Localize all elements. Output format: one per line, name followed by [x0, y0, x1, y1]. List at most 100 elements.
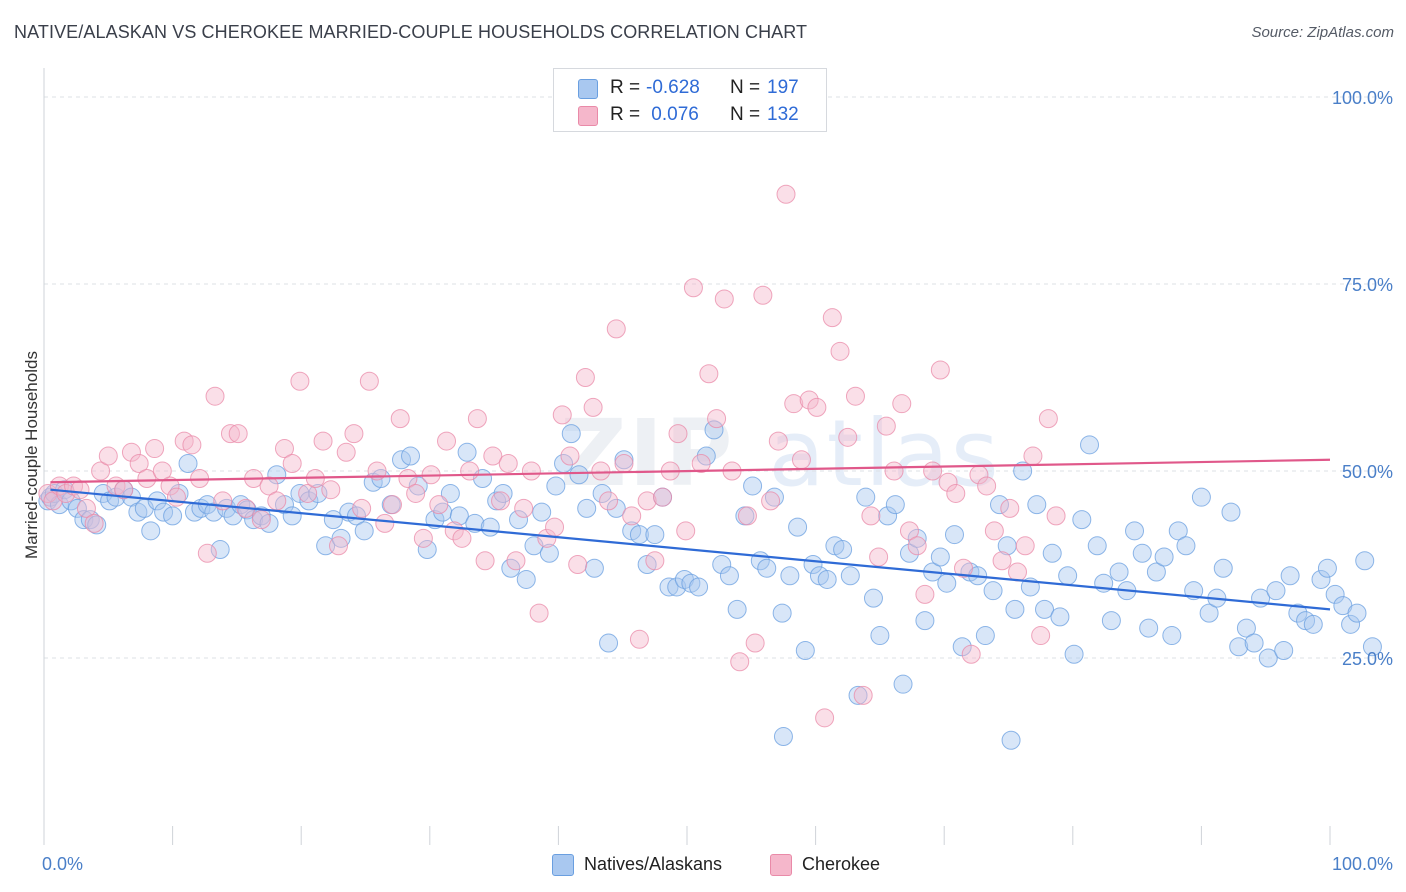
- point-natives: [74, 510, 94, 530]
- point-cherokee: [768, 431, 788, 451]
- point-natives: [989, 495, 1009, 515]
- point-natives: [1303, 614, 1323, 634]
- point-natives: [1072, 510, 1092, 530]
- point-natives: [546, 476, 566, 496]
- point-natives: [907, 528, 927, 548]
- point-cherokee: [1038, 409, 1058, 429]
- point-cherokee: [845, 386, 865, 406]
- x-tick-label-min: 0.0%: [42, 854, 83, 874]
- point-natives: [848, 685, 868, 705]
- point-natives: [1213, 558, 1233, 578]
- point-natives: [885, 495, 905, 515]
- point-cherokee: [313, 431, 333, 451]
- point-natives: [417, 540, 437, 560]
- point-natives: [425, 510, 445, 530]
- point-cherokee: [274, 439, 294, 459]
- bottom-legend-swatch-natives: [552, 854, 574, 876]
- tick-labels: 25.0% 50.0% 75.0% 100.0% 0.0% 100.0% Married-c…: [22, 88, 1393, 874]
- point-cherokee: [70, 480, 90, 500]
- point-natives: [1005, 599, 1025, 619]
- point-natives: [584, 558, 604, 578]
- point-natives: [449, 506, 469, 526]
- point-cherokee: [575, 368, 595, 387]
- bottom-legend-swatch-cherokee: [770, 854, 792, 876]
- point-natives: [840, 566, 860, 586]
- point-natives: [780, 566, 800, 586]
- point-cherokee: [614, 454, 634, 474]
- point-natives: [163, 506, 183, 526]
- point-cherokee: [220, 424, 240, 444]
- point-natives: [1042, 543, 1062, 563]
- point-cherokee: [390, 409, 410, 429]
- point-natives: [1229, 637, 1249, 657]
- point-cherokee: [375, 513, 395, 533]
- point-cherokee: [853, 685, 873, 705]
- point-cherokee: [923, 461, 943, 481]
- point-cherokee: [653, 487, 673, 507]
- point-cherokee: [822, 308, 842, 328]
- point-cherokee: [452, 528, 472, 548]
- point-natives: [899, 543, 919, 563]
- point-cherokee: [977, 476, 997, 496]
- point-natives: [795, 641, 815, 661]
- point-natives: [1266, 581, 1286, 601]
- point-natives: [440, 483, 460, 503]
- point-natives: [1341, 614, 1361, 634]
- point-cherokee: [182, 435, 202, 455]
- point-cherokee: [1023, 446, 1043, 466]
- point-natives: [1317, 558, 1337, 578]
- point-cherokee: [915, 584, 935, 604]
- point-cherokee: [953, 558, 973, 578]
- point-natives: [577, 498, 597, 518]
- point-natives: [743, 476, 763, 496]
- point-natives: [764, 487, 784, 507]
- point-cherokee: [129, 454, 149, 474]
- point-cherokee: [629, 629, 649, 649]
- point-cherokee: [815, 708, 835, 728]
- point-cherokee: [506, 551, 526, 571]
- point-cherokee: [869, 547, 889, 567]
- point-natives: [1280, 566, 1300, 586]
- point-natives: [788, 517, 808, 537]
- point-cherokee: [830, 341, 850, 361]
- point-cherokee: [930, 360, 950, 380]
- correlation-legend: R = -0.628 N = 197 R = 0.076 N = 132: [553, 68, 827, 132]
- y-tick-label: 25.0%: [1342, 649, 1393, 669]
- point-cherokee: [984, 521, 1004, 541]
- point-cherokee: [753, 285, 773, 305]
- point-cherokee: [714, 289, 734, 309]
- point-natives: [645, 525, 665, 545]
- point-natives: [599, 633, 619, 653]
- point-natives: [1236, 618, 1256, 638]
- point-cherokee: [884, 461, 904, 481]
- y-axis-title: Married-couple Households: [22, 351, 41, 559]
- point-cherokee: [892, 394, 912, 414]
- point-cherokee: [1046, 506, 1066, 526]
- point-cherokee: [98, 446, 118, 466]
- point-natives: [817, 569, 837, 589]
- point-natives: [80, 510, 100, 530]
- legend-row-cherokee: R = 0.076 N = 132: [554, 102, 824, 128]
- point-cherokee: [737, 506, 757, 526]
- point-cherokee: [606, 319, 626, 339]
- point-natives: [1176, 536, 1196, 556]
- point-natives: [569, 465, 589, 485]
- point-natives: [401, 446, 421, 466]
- point-cherokee: [599, 491, 619, 511]
- grid-lines: [44, 96, 1393, 659]
- point-natives: [689, 577, 709, 597]
- point-natives: [128, 502, 148, 522]
- bottom-legend-label-natives: Natives/Alaskans: [584, 854, 723, 874]
- trend-lines: [50, 458, 1331, 611]
- point-cherokee: [383, 495, 403, 515]
- point-cherokee: [145, 439, 165, 459]
- point-natives: [465, 513, 485, 533]
- point-natives: [773, 727, 793, 747]
- point-cherokee: [676, 521, 696, 541]
- point-cherokee: [907, 536, 927, 556]
- point-cherokee: [137, 468, 157, 488]
- point-cherokee: [56, 483, 76, 503]
- point-natives: [1311, 569, 1331, 589]
- point-natives: [1080, 435, 1100, 455]
- point-natives: [1013, 461, 1033, 481]
